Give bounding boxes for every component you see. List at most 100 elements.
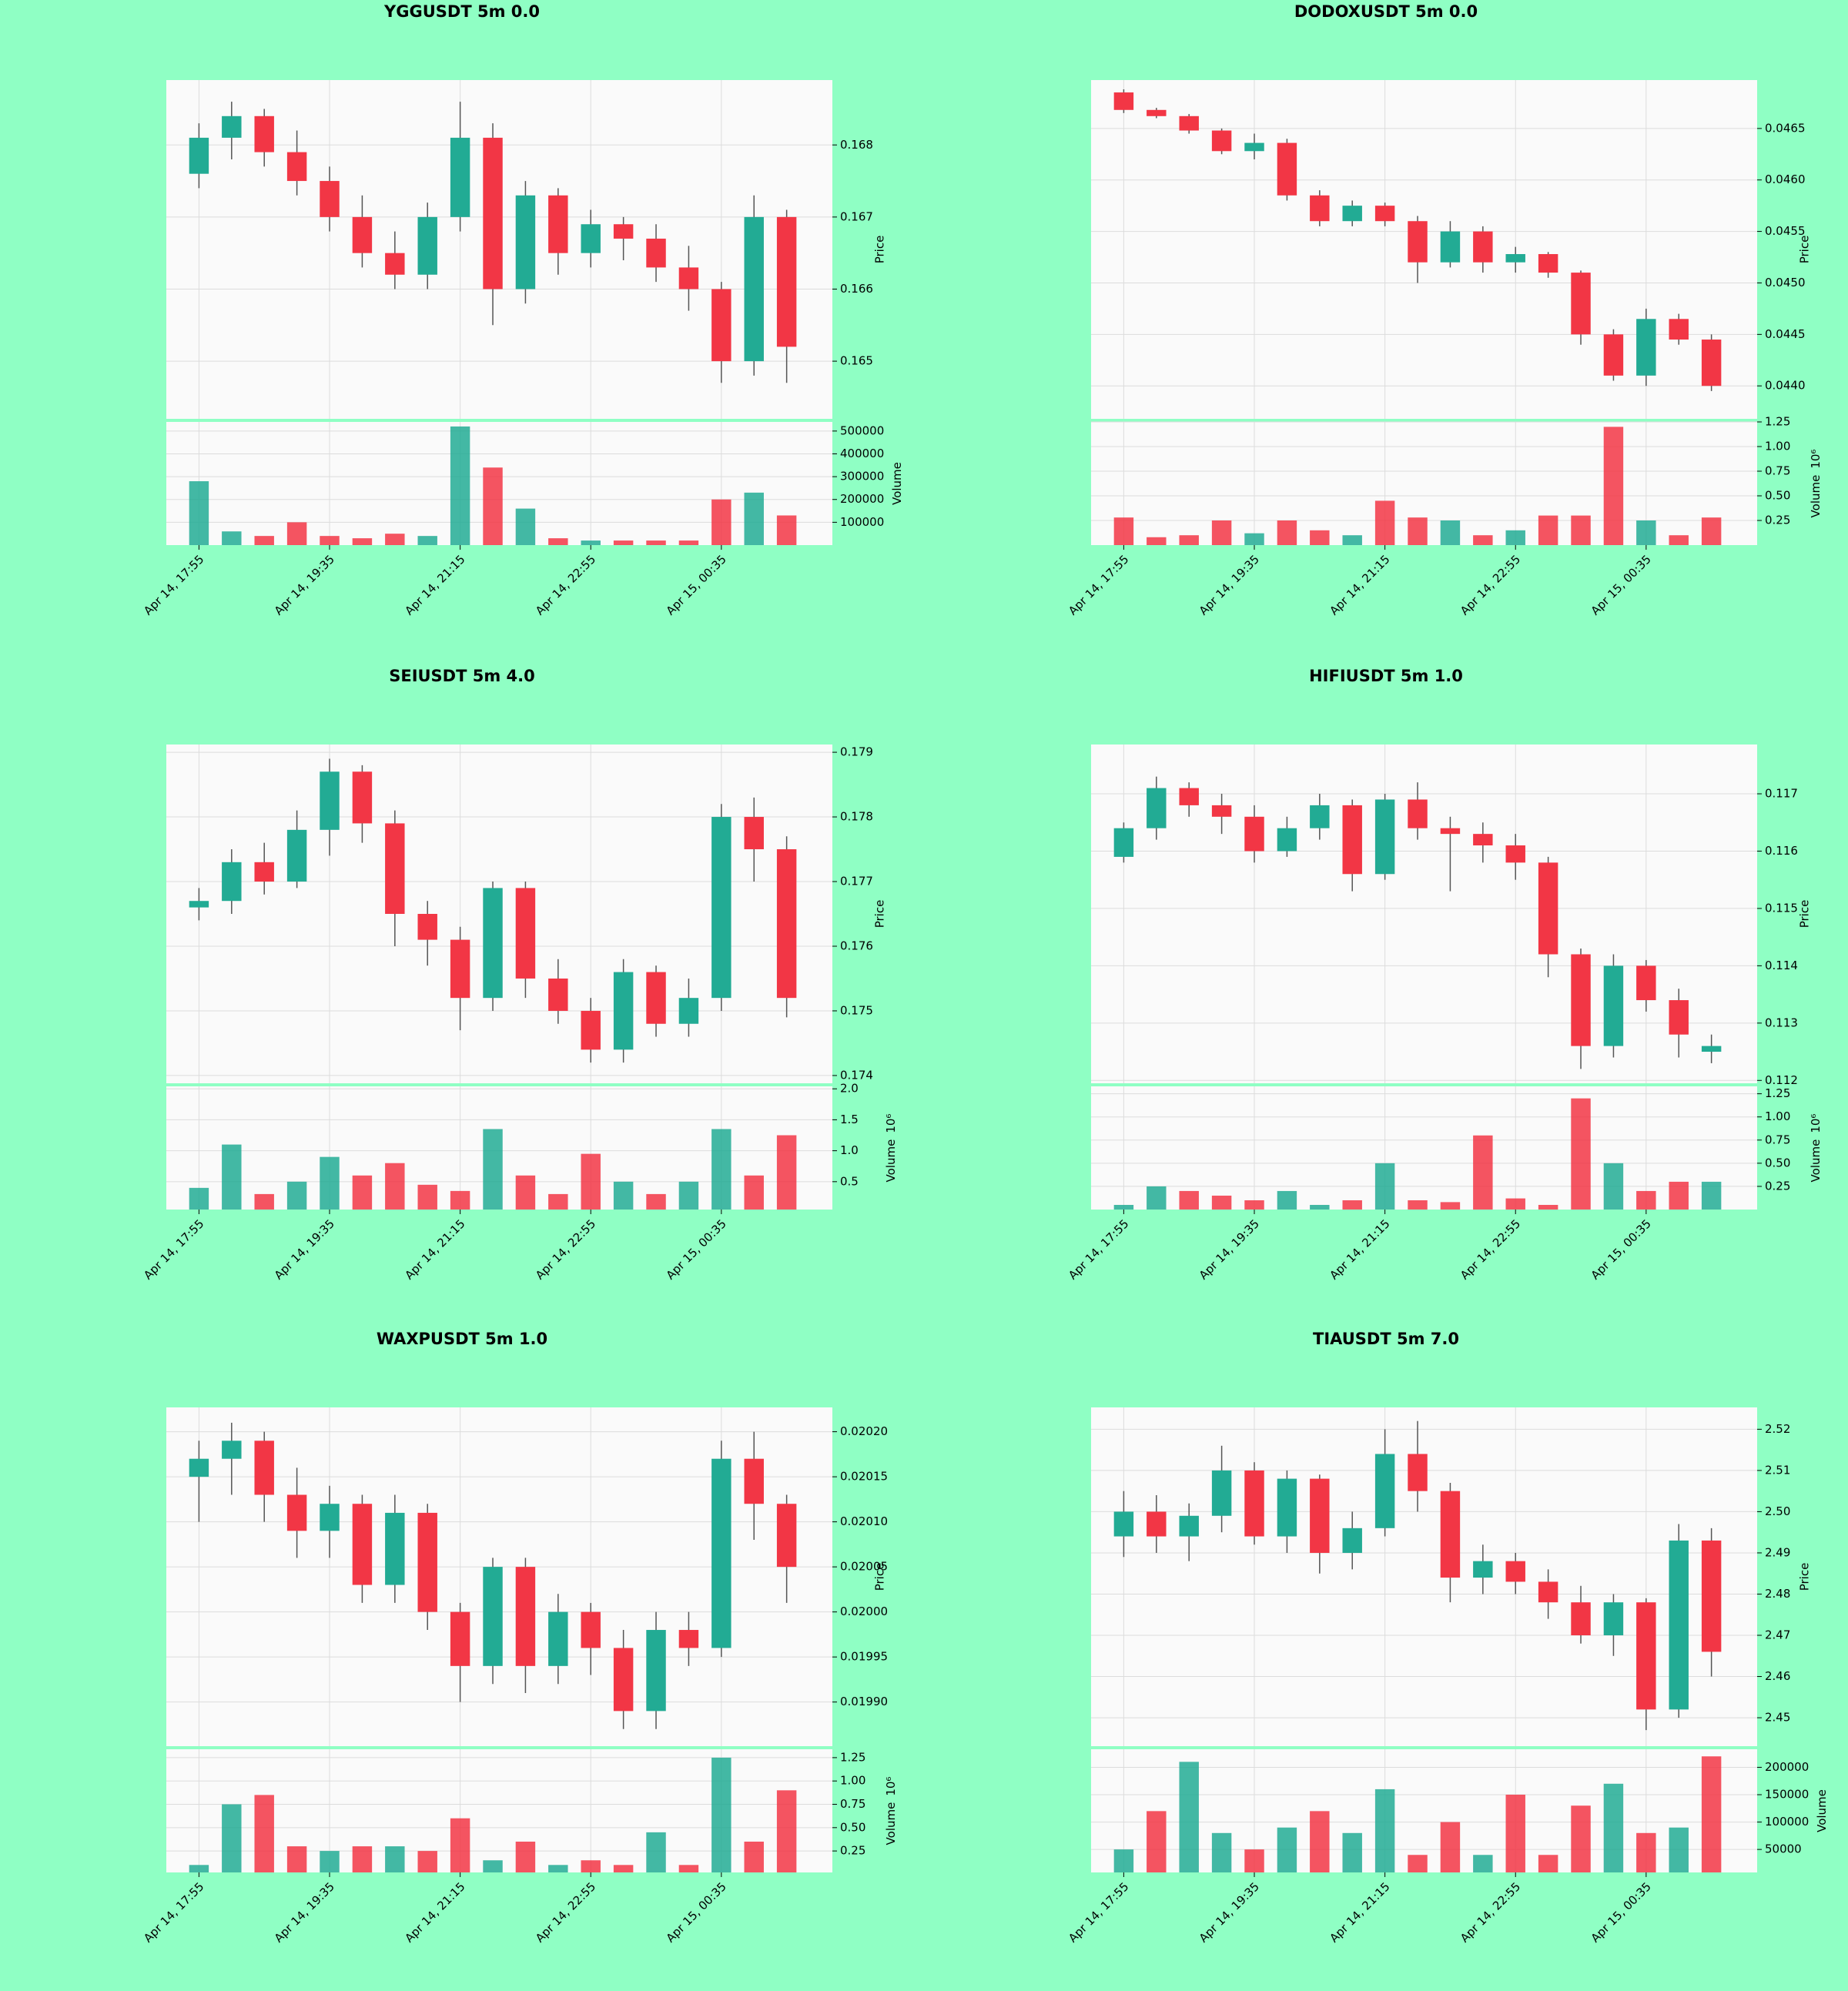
volume-bar	[1147, 1811, 1167, 1872]
candle-body	[1473, 834, 1493, 846]
candle-body	[515, 888, 536, 979]
volume-bar	[613, 1181, 634, 1210]
volume-tick-label: 0.75	[1765, 464, 1790, 478]
candle-body	[254, 1441, 274, 1495]
volume-bar	[1342, 535, 1362, 545]
y-tick-label: 0.116	[1765, 844, 1798, 858]
volume-bar	[320, 1156, 340, 1210]
volume-bar	[581, 1860, 601, 1872]
volume-axis-label: Volume 10⁶	[884, 1777, 898, 1845]
volume-bar	[1603, 427, 1624, 545]
volume-bar	[483, 1860, 503, 1872]
candle-body	[1603, 965, 1624, 1046]
volume-bar	[1571, 1805, 1591, 1872]
y-tick-label: 0.0445	[1765, 327, 1806, 341]
volume-bar	[352, 538, 373, 545]
candle-body	[1310, 805, 1330, 828]
volume-bar	[711, 1129, 732, 1210]
volume-tick-label: 0.25	[1765, 1179, 1790, 1193]
volume-bar	[581, 1153, 601, 1210]
candle-body	[1310, 195, 1330, 222]
candle-body	[1244, 816, 1264, 852]
volume-bar	[1603, 1783, 1624, 1872]
volume-bar	[1244, 1849, 1264, 1872]
volume-bar	[1701, 517, 1722, 545]
volume-bar	[711, 499, 732, 545]
candle-body	[776, 849, 797, 999]
y-tick-label: 0.0465	[1765, 121, 1806, 135]
candle-body	[678, 1630, 699, 1648]
volume-bar	[1179, 1762, 1199, 1872]
volume-bar	[320, 1851, 340, 1872]
volume-bar	[548, 538, 568, 545]
x-tick-label: Apr 14, 21:15	[402, 552, 467, 617]
candle-body	[1211, 1470, 1232, 1516]
volume-bar	[1374, 1789, 1395, 1872]
volume-bar	[744, 1842, 764, 1872]
volume-bar	[581, 540, 601, 545]
candle-body	[1342, 805, 1362, 875]
volume-bar	[515, 508, 536, 545]
candle-body	[1310, 1478, 1330, 1553]
candle-body	[1603, 334, 1624, 376]
volume-bar	[189, 1187, 209, 1210]
candle-body	[222, 862, 242, 902]
volume-bar	[1669, 1181, 1689, 1210]
volume-bar	[1473, 1855, 1493, 1872]
y-tick-label: 0.117	[1765, 787, 1798, 801]
volume-bar	[1505, 1198, 1525, 1210]
volume-tick-label: 1.00	[840, 1774, 865, 1788]
y-tick-label: 2.48	[1765, 1587, 1790, 1601]
volume-tick-label: 0.25	[840, 1844, 865, 1858]
candle-body	[1179, 1515, 1199, 1537]
volume-tick-label: 1.5	[840, 1113, 859, 1126]
x-tick-label: Apr 14, 22:55	[1458, 1216, 1523, 1282]
y-tick-label: 0.02020	[840, 1424, 888, 1438]
volume-bar	[1636, 1832, 1656, 1872]
y-tick-label: 0.167	[840, 209, 873, 223]
candle-body	[189, 901, 209, 908]
volume-bar	[286, 522, 307, 545]
volume-scale: 10⁶	[884, 1777, 898, 1796]
candle-body	[1701, 1540, 1722, 1652]
volume-tick-label: 2.0	[840, 1082, 859, 1096]
x-tick-label: Apr 15, 00:35	[1589, 1879, 1654, 1945]
candle-body	[1701, 340, 1722, 386]
volume-bar	[254, 1795, 274, 1872]
candle-body	[646, 238, 666, 268]
volume-bar	[417, 536, 437, 545]
volume-tick-label: 0.50	[1765, 489, 1790, 503]
candle-body	[711, 1458, 732, 1648]
candle-body	[1374, 799, 1395, 875]
volume-bar	[1147, 537, 1167, 545]
volume-bar	[1244, 1200, 1264, 1210]
candle-body	[1408, 1454, 1428, 1491]
candle-body	[515, 1567, 536, 1666]
x-tick-label: Apr 15, 00:35	[1589, 1216, 1654, 1282]
volume-bar	[646, 540, 666, 545]
candle-body	[189, 137, 209, 174]
volume-bar	[385, 1163, 405, 1210]
candle-body	[417, 914, 437, 940]
candle-body	[1538, 862, 1558, 955]
candle-body	[646, 1630, 666, 1712]
y-axis-label: Price	[1798, 1563, 1812, 1591]
volume-bar	[1179, 535, 1199, 545]
candle-body	[222, 1441, 242, 1459]
volume-bar	[613, 1865, 634, 1872]
candle-body	[711, 289, 732, 362]
y-tick-label: 2.49	[1765, 1545, 1790, 1559]
candle-body	[1505, 254, 1525, 263]
candle-body	[1440, 1491, 1461, 1578]
y-tick-label: 0.0460	[1765, 172, 1806, 186]
volume-bar	[189, 481, 209, 545]
candle-body	[254, 115, 274, 152]
volume-bar	[515, 1842, 536, 1872]
candle-body	[417, 216, 437, 275]
volume-bar	[1603, 1163, 1624, 1210]
volume-tick-label: 0.50	[1765, 1156, 1790, 1170]
volume-bar	[385, 1846, 405, 1872]
candle-body	[1636, 319, 1656, 376]
candle-body	[581, 224, 601, 253]
